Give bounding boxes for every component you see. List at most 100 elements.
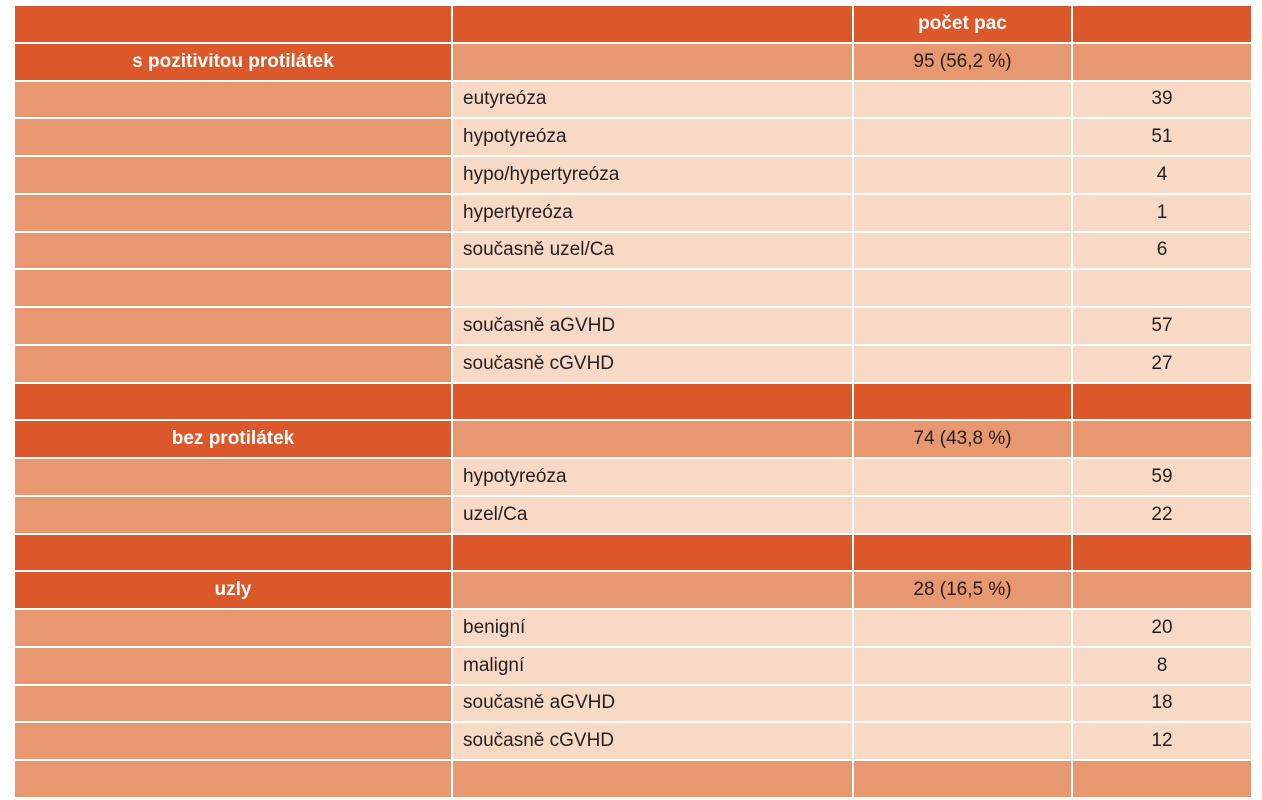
table-row: současně aGVHD 18 — [13, 683, 1253, 724]
table-cell — [451, 759, 854, 799]
row-value: 12 — [1071, 721, 1253, 761]
table-cell — [1071, 570, 1253, 610]
table-cell — [13, 645, 453, 686]
table-cell — [13, 457, 453, 497]
data-table-container: počet pac s pozitivitou protilátek 95 (5… — [13, 4, 1253, 799]
group-row: s pozitivitou protilátek 95 (56,2 %) — [13, 41, 1253, 82]
table-row: maligní 8 — [13, 645, 1253, 686]
table-cell — [852, 343, 1073, 384]
table-cell — [451, 41, 854, 82]
table-row: hypotyreóza 59 — [13, 457, 1253, 497]
row-label: hypertyreóza — [451, 192, 854, 233]
table-row: současně aGVHD 57 — [13, 306, 1253, 346]
table-cell — [852, 306, 1073, 346]
row-label: uzel/Ca — [451, 494, 854, 535]
table-cell — [1071, 41, 1253, 82]
row-label: současně uzel/Ca — [451, 230, 854, 271]
table-row: uzel/Ca 22 — [13, 494, 1253, 535]
header-cell — [13, 4, 453, 44]
table-cell — [852, 230, 1073, 271]
group-count: 74 (43,8 %) — [852, 419, 1073, 459]
row-label: benigní — [451, 608, 854, 648]
table-row: hypotyreóza 51 — [13, 117, 1253, 157]
table-cell — [852, 645, 1073, 686]
row-value — [1071, 268, 1253, 308]
table-cell — [1071, 381, 1253, 422]
table-cell — [451, 419, 854, 459]
row-value: 57 — [1071, 306, 1253, 346]
row-value: 6 — [1071, 230, 1253, 271]
table-cell — [451, 532, 854, 573]
table-row: současně uzel/Ca 6 — [13, 230, 1253, 271]
table-row: hypo/hypertyreóza 4 — [13, 155, 1253, 195]
table-cell — [13, 759, 453, 799]
group-label: s pozitivitou protilátek — [13, 41, 453, 82]
header-cell — [451, 4, 854, 44]
table-cell — [852, 759, 1073, 799]
table-cell — [13, 381, 453, 422]
header-cell-count: počet pac — [852, 4, 1073, 44]
group-count: 95 (56,2 %) — [852, 41, 1073, 82]
table-cell — [852, 155, 1073, 195]
table-cell — [13, 230, 453, 271]
table-cell — [13, 494, 453, 535]
table-cell — [852, 608, 1073, 648]
row-value: 39 — [1071, 79, 1253, 120]
table-cell — [13, 155, 453, 195]
table-row: eutyreóza 39 — [13, 79, 1253, 120]
row-value: 27 — [1071, 343, 1253, 384]
row-label: eutyreóza — [451, 79, 854, 120]
table-cell — [852, 117, 1073, 157]
table-cell — [13, 683, 453, 724]
header-cell — [1071, 4, 1253, 44]
row-label: hypotyreóza — [451, 117, 854, 157]
row-label: maligní — [451, 645, 854, 686]
table-row: současně cGVHD 27 — [13, 343, 1253, 384]
table-cell — [13, 192, 453, 233]
table-cell — [13, 532, 453, 573]
table-cell — [852, 192, 1073, 233]
row-label: současně aGVHD — [451, 306, 854, 346]
row-value: 59 — [1071, 457, 1253, 497]
table-cell — [13, 79, 453, 120]
row-value: 8 — [1071, 645, 1253, 686]
group-label: uzly — [13, 570, 453, 610]
spacer-row — [13, 381, 1253, 422]
table-cell — [852, 457, 1073, 497]
row-value: 4 — [1071, 155, 1253, 195]
table-cell — [852, 532, 1073, 573]
row-label — [451, 268, 854, 308]
table-cell — [451, 570, 854, 610]
table-cell — [13, 306, 453, 346]
row-label: hypotyreóza — [451, 457, 854, 497]
table-cell — [852, 494, 1073, 535]
tail-row — [13, 759, 1253, 799]
table-cell — [1071, 759, 1253, 799]
table-row: benigní 20 — [13, 608, 1253, 648]
table-cell — [13, 268, 453, 308]
table-cell — [852, 721, 1073, 761]
spacer-row — [13, 532, 1253, 573]
group-label: bez protilátek — [13, 419, 453, 459]
table-cell — [852, 79, 1073, 120]
table-row: hypertyreóza 1 — [13, 192, 1253, 233]
table-cell — [13, 117, 453, 157]
group-row: bez protilátek 74 (43,8 %) — [13, 419, 1253, 459]
table-cell — [852, 268, 1073, 308]
group-row: uzly 28 (16,5 %) — [13, 570, 1253, 610]
table-cell — [13, 608, 453, 648]
row-value: 22 — [1071, 494, 1253, 535]
table-row-empty — [13, 268, 1253, 308]
table-cell — [1071, 419, 1253, 459]
row-label: současně cGVHD — [451, 343, 854, 384]
data-table: počet pac s pozitivitou protilátek 95 (5… — [13, 4, 1253, 799]
row-value: 1 — [1071, 192, 1253, 233]
row-value: 20 — [1071, 608, 1253, 648]
row-label: hypo/hypertyreóza — [451, 155, 854, 195]
row-label: současně cGVHD — [451, 721, 854, 761]
table-header-row: počet pac — [13, 4, 1253, 44]
table-cell — [1071, 532, 1253, 573]
table-cell — [13, 343, 453, 384]
group-count: 28 (16,5 %) — [852, 570, 1073, 610]
table-cell — [13, 721, 453, 761]
